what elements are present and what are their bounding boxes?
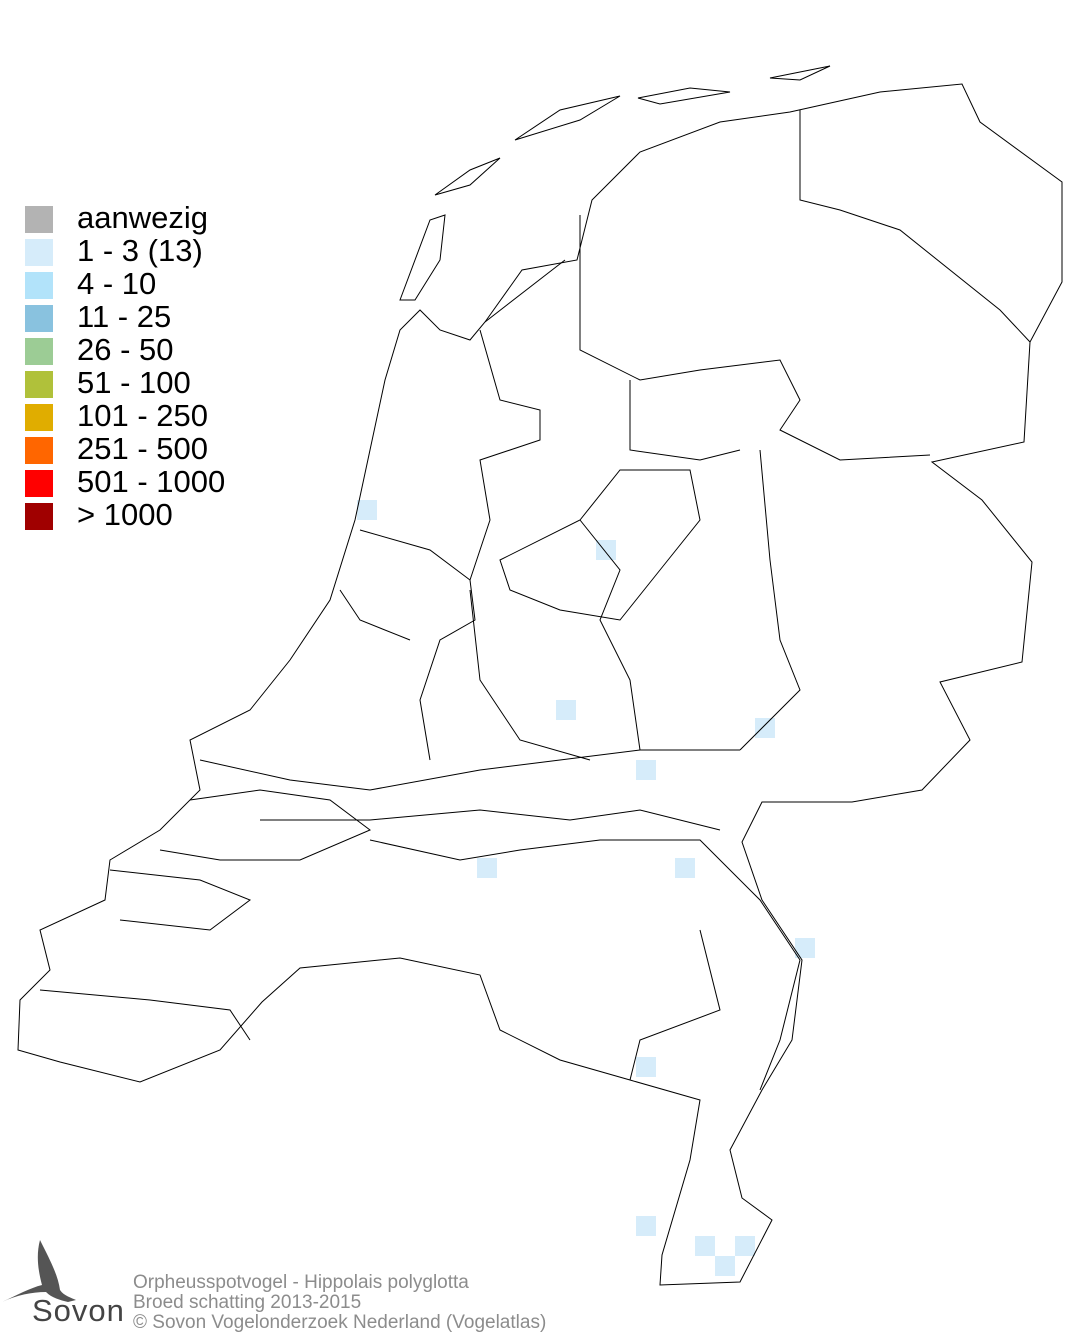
atlas-square — [795, 938, 815, 958]
legend-swatch — [25, 305, 53, 332]
legend-label: 101 - 250 — [77, 398, 208, 433]
legend-label: 1 - 3 (13) — [77, 233, 203, 268]
atlas-square — [477, 858, 497, 878]
legend-swatch — [25, 338, 53, 365]
rivers — [199, 529, 801, 961]
atlas-square — [636, 1057, 656, 1077]
legend-label: 26 - 50 — [77, 332, 174, 367]
legend-label: aanwezig — [77, 200, 208, 235]
legend-label: 501 - 1000 — [77, 464, 226, 499]
atlas-square — [636, 1216, 656, 1236]
frisian-islands — [399, 65, 831, 301]
legend-swatch — [25, 437, 53, 464]
map-caption: Orpheusspotvogel - Hippolais polyglotta … — [133, 1273, 546, 1333]
species-name: Orpheusspotvogel - Hippolais polyglotta — [133, 1272, 469, 1293]
map-outlines — [17, 65, 1063, 1286]
legend-label: 11 - 25 — [77, 299, 172, 334]
legend-swatch — [25, 470, 53, 497]
legend-swatch — [25, 272, 53, 299]
legend-swatch — [25, 503, 53, 530]
legend-swatch — [25, 206, 53, 233]
copyright: © Sovon Vogelonderzoek Nederland (Vogela… — [133, 1312, 547, 1333]
atlas-square — [695, 1236, 715, 1256]
province-borders — [339, 110, 1031, 1091]
logo-text: Sovon — [32, 1293, 125, 1328]
legend-swatch — [25, 371, 53, 398]
sovon-swallow-logo-icon — [2, 1240, 76, 1302]
atlas-square — [715, 1256, 735, 1276]
legend-swatch — [25, 239, 53, 266]
atlas-square — [357, 500, 377, 520]
atlas-square — [755, 718, 775, 738]
country-outline — [17, 83, 1063, 1286]
legend-label: 251 - 500 — [77, 431, 208, 466]
survey-period: Broed schatting 2013-2015 — [133, 1292, 362, 1313]
legend-label: 51 - 100 — [77, 365, 191, 400]
atlas-square — [636, 760, 656, 780]
legend-label: > 1000 — [77, 497, 173, 532]
legend-swatch — [25, 404, 53, 431]
flevoland — [499, 469, 701, 621]
zeeland-islands — [39, 789, 371, 1041]
atlas-square — [735, 1236, 755, 1256]
atlas-square — [596, 540, 616, 560]
atlas-square — [675, 858, 695, 878]
atlas-squares — [357, 500, 815, 1276]
atlas-square — [556, 700, 576, 720]
afsluitdijk — [484, 259, 566, 323]
legend-label: 4 - 10 — [77, 266, 157, 301]
